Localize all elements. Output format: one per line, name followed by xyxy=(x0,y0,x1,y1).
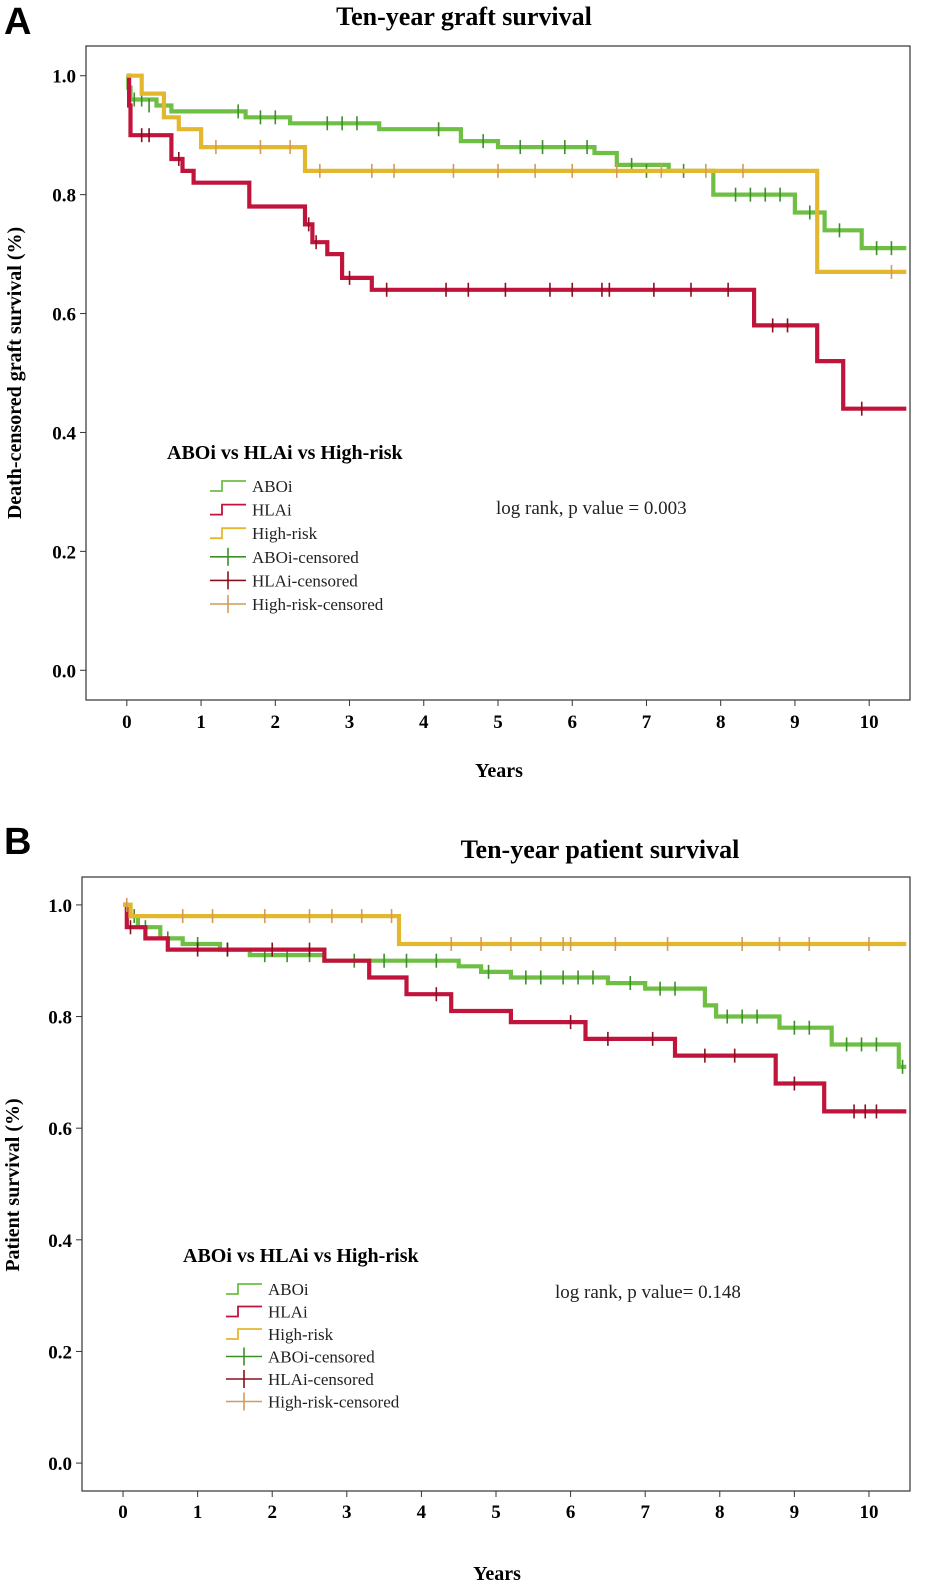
legend-item-aboi: ABOi xyxy=(210,477,293,496)
panel-a-legend-title: ABOi vs HLAi vs High-risk xyxy=(167,442,403,464)
legend-swatch-line xyxy=(210,503,246,516)
panel-b-series-lines xyxy=(123,897,907,1119)
x-tick-label: 7 xyxy=(640,1502,650,1523)
x-tick-label: 0 xyxy=(122,712,132,733)
x-tick-label: 5 xyxy=(491,1502,501,1523)
legend-item-hlai: HLAi xyxy=(210,501,292,520)
x-tick-label: 3 xyxy=(345,712,355,733)
legend-swatch-line xyxy=(210,480,246,492)
legend-swatch-line xyxy=(210,527,246,540)
legend-label: High-risk xyxy=(268,1325,334,1344)
panel-a-legend: ABOi vs HLAi vs High-risk ABOi HLAi High-r… xyxy=(167,442,403,614)
panel-b-legend: ABOi vs HLAi vs High-risk ABOi HLAi High-r… xyxy=(183,1245,419,1412)
y-tick-label: 0.6 xyxy=(52,305,76,326)
series-line-aboi xyxy=(123,902,907,1069)
legend-label: High-risk-censored xyxy=(268,1393,400,1412)
series-line-highrisk xyxy=(126,73,907,274)
legend-item-highrisk-censored: High-risk-censored xyxy=(210,595,384,614)
panel-a-x-axis-title: Years xyxy=(475,760,523,782)
y-tick-label: 0.0 xyxy=(52,661,76,682)
legend-item-aboi-censored: ABOi-censored xyxy=(226,1347,375,1367)
panel-b-logrank-annotation: log rank, p value= 0.148 xyxy=(555,1282,741,1303)
panel-b-title: Ten-year patient survival xyxy=(461,835,740,864)
panel-b-ticks: 0 1 2 3 4 5 6 7 8 9 10 0.0 0.2 0.4 0.6 0.8 1.0 xyxy=(48,896,878,1523)
y-tick-label: 0.0 xyxy=(48,1454,72,1475)
x-tick-label: 7 xyxy=(642,712,652,733)
x-tick-label: 4 xyxy=(417,1502,427,1523)
x-tick-label: 4 xyxy=(419,712,429,733)
legend-item-aboi: ABOi xyxy=(226,1280,309,1299)
panel-b-legend-title: ABOi vs HLAi vs High-risk xyxy=(183,1245,419,1267)
series-line-highrisk xyxy=(123,902,907,947)
panel-b-x-axis-title: Years xyxy=(473,1563,521,1583)
legend-item-highrisk-censored: High-risk-censored xyxy=(226,1392,400,1412)
x-tick-label: 3 xyxy=(342,1502,352,1523)
panel-b-plot-frame xyxy=(81,876,911,1492)
panel-a-graft-survival: A Ten-year graft survival 0 1 2 3 4 5 6 7 8 9 10 0.… xyxy=(4,1,911,782)
x-tick-label: 1 xyxy=(193,1502,203,1523)
legend-label: ABOi-censored xyxy=(252,548,359,567)
x-tick-label: 0 xyxy=(118,1502,128,1523)
x-tick-label: 10 xyxy=(859,1502,878,1523)
series-line-hlai xyxy=(123,902,907,1114)
legend-item-hlai-censored: HLAi-censored xyxy=(226,1370,374,1389)
y-tick-label: 0.2 xyxy=(48,1342,72,1363)
y-tick-label: 0.6 xyxy=(48,1119,72,1140)
y-tick-label: 1.0 xyxy=(52,67,76,88)
legend-item-highrisk: High-risk xyxy=(210,524,318,543)
x-tick-label: 5 xyxy=(493,712,503,733)
x-tick-label: 9 xyxy=(790,1502,800,1523)
panel-a-ticks: 0 1 2 3 4 5 6 7 8 9 10 0.0 0.2 0.4 0.6 0.8 1.0 xyxy=(52,67,878,733)
x-tick-label: 2 xyxy=(271,712,281,733)
panel-b-patient-survival: B Ten-year patient survival 0 1 2 3 4 5 6 7 8 9 10… xyxy=(2,821,911,1583)
x-tick-label: 6 xyxy=(567,712,577,733)
y-tick-label: 0.4 xyxy=(48,1231,72,1252)
legend-item-hlai-censored: HLAi-censored xyxy=(210,571,358,590)
y-tick-label: 0.8 xyxy=(48,1008,72,1029)
legend-item-hlai: HLAi xyxy=(226,1303,308,1322)
legend-label: ABOi xyxy=(252,477,293,496)
legend-swatch-line xyxy=(226,1328,262,1340)
panel-a-series-lines xyxy=(126,73,907,416)
panel-b-y-axis-title: Patient survival (%) xyxy=(2,1098,24,1271)
panel-a-title: Ten-year graft survival xyxy=(336,2,592,31)
panel-b-letter: B xyxy=(4,821,31,863)
panel-a-y-axis-title: Death-censored graft survival (%) xyxy=(4,227,26,519)
legend-label: HLAi-censored xyxy=(268,1370,374,1389)
legend-label: ABOi-censored xyxy=(268,1348,375,1367)
y-tick-label: 0.2 xyxy=(52,542,76,563)
series-line-aboi xyxy=(126,73,907,251)
x-tick-label: 1 xyxy=(196,712,206,733)
x-tick-label: 10 xyxy=(860,712,879,733)
y-tick-label: 0.8 xyxy=(52,186,76,207)
series-line-hlai xyxy=(126,73,907,411)
legend-item-highrisk: High-risk xyxy=(226,1325,334,1344)
panel-a-letter: A xyxy=(4,1,31,43)
legend-label: High-risk-censored xyxy=(252,595,384,614)
legend-label: High-risk xyxy=(252,524,318,543)
x-tick-label: 2 xyxy=(267,1502,277,1523)
legend-item-aboi-censored: ABOi-censored xyxy=(210,547,359,567)
legend-swatch-line xyxy=(226,1283,262,1295)
legend-label: HLAi xyxy=(252,501,292,520)
panel-a-logrank-annotation: log rank, p value = 0.003 xyxy=(496,498,687,519)
y-tick-label: 0.4 xyxy=(52,423,76,444)
legend-label: ABOi xyxy=(268,1280,309,1299)
x-tick-label: 6 xyxy=(566,1502,576,1523)
legend-swatch-line xyxy=(226,1305,262,1318)
y-tick-label: 1.0 xyxy=(48,896,72,917)
legend-label: HLAi-censored xyxy=(252,571,358,590)
x-tick-label: 8 xyxy=(715,1502,725,1523)
legend-label: HLAi xyxy=(268,1303,308,1322)
x-tick-label: 8 xyxy=(716,712,726,733)
x-tick-label: 9 xyxy=(790,712,800,733)
